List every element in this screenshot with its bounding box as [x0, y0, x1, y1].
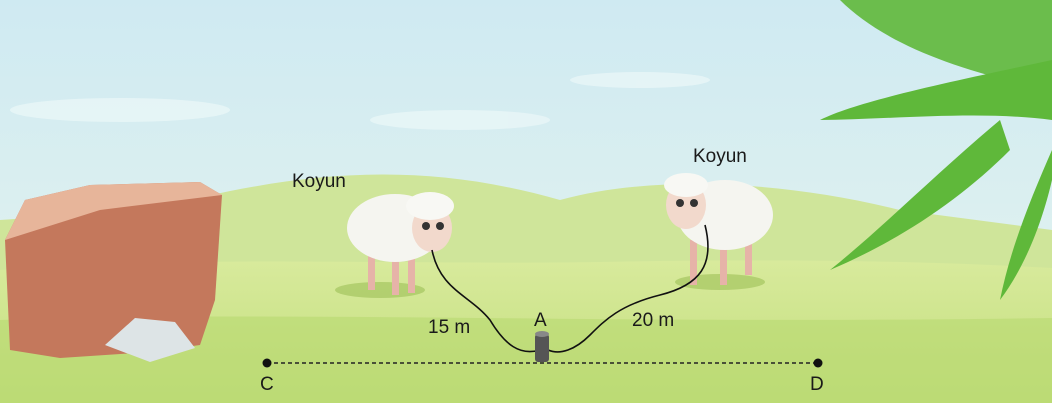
rope-label: 15 m — [428, 317, 470, 338]
point-label: D — [810, 374, 824, 395]
point-label: C — [260, 374, 274, 395]
rope-label: 20 m — [632, 310, 674, 331]
point-c — [263, 359, 272, 368]
scene: Koyun Koyun 15 m 20 m A C D — [0, 0, 1052, 403]
sheep-label: Koyun — [693, 146, 747, 167]
stake-top — [535, 331, 549, 337]
page: {"sheep": [{"label": "Koyun"}, {"label":… — [0, 0, 1052, 403]
stake-label: A — [534, 310, 547, 331]
point-d — [814, 359, 823, 368]
sheep-label: Koyun — [292, 171, 346, 192]
stake — [535, 334, 549, 362]
